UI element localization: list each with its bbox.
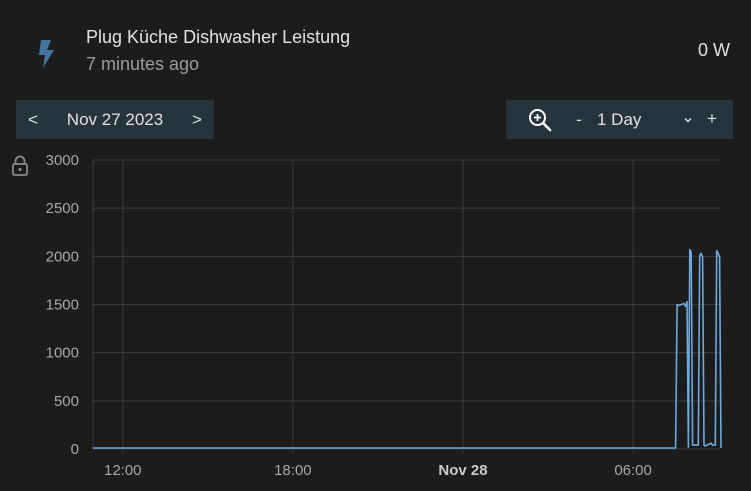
y-tick-label: 1000 [46,345,79,362]
entity-state: 0 W [697,40,730,60]
y-tick-label: 3000 [46,152,79,169]
x-tick-label: 12:00 [104,462,142,479]
x-tick-label: 18:00 [274,462,312,479]
y-tick-label: 2000 [46,248,79,265]
y-tick-label: 500 [54,393,79,410]
zoom-in-button[interactable]: + [707,109,717,128]
chevron-down-icon[interactable] [682,114,694,126]
y-tick-label: 1500 [46,297,79,314]
power-series-line [93,248,722,449]
zoom-out-button[interactable]: - [576,110,582,129]
y-tick-label: 0 [71,441,79,458]
y-tick-label: 2500 [46,200,79,217]
x-tick-label: 06:00 [614,462,652,479]
last-changed: 7 minutes ago [86,54,200,74]
zoom-in-icon[interactable] [528,108,552,132]
next-day-button[interactable]: > [192,109,202,129]
entity-name[interactable]: Plug Küche Dishwasher Leistung [86,27,351,47]
date-label[interactable]: Nov 27 2023 [66,109,164,129]
range-select[interactable]: 1 Day [597,110,642,129]
previous-day-button[interactable]: < [28,109,38,129]
flash-icon [39,40,54,68]
time-range-control: - 1 Day + [506,100,733,139]
x-tick-label: Nov 28 [438,462,487,479]
date-picker: < Nov 27 2023 > [16,100,214,139]
lock-icon[interactable] [11,155,29,177]
